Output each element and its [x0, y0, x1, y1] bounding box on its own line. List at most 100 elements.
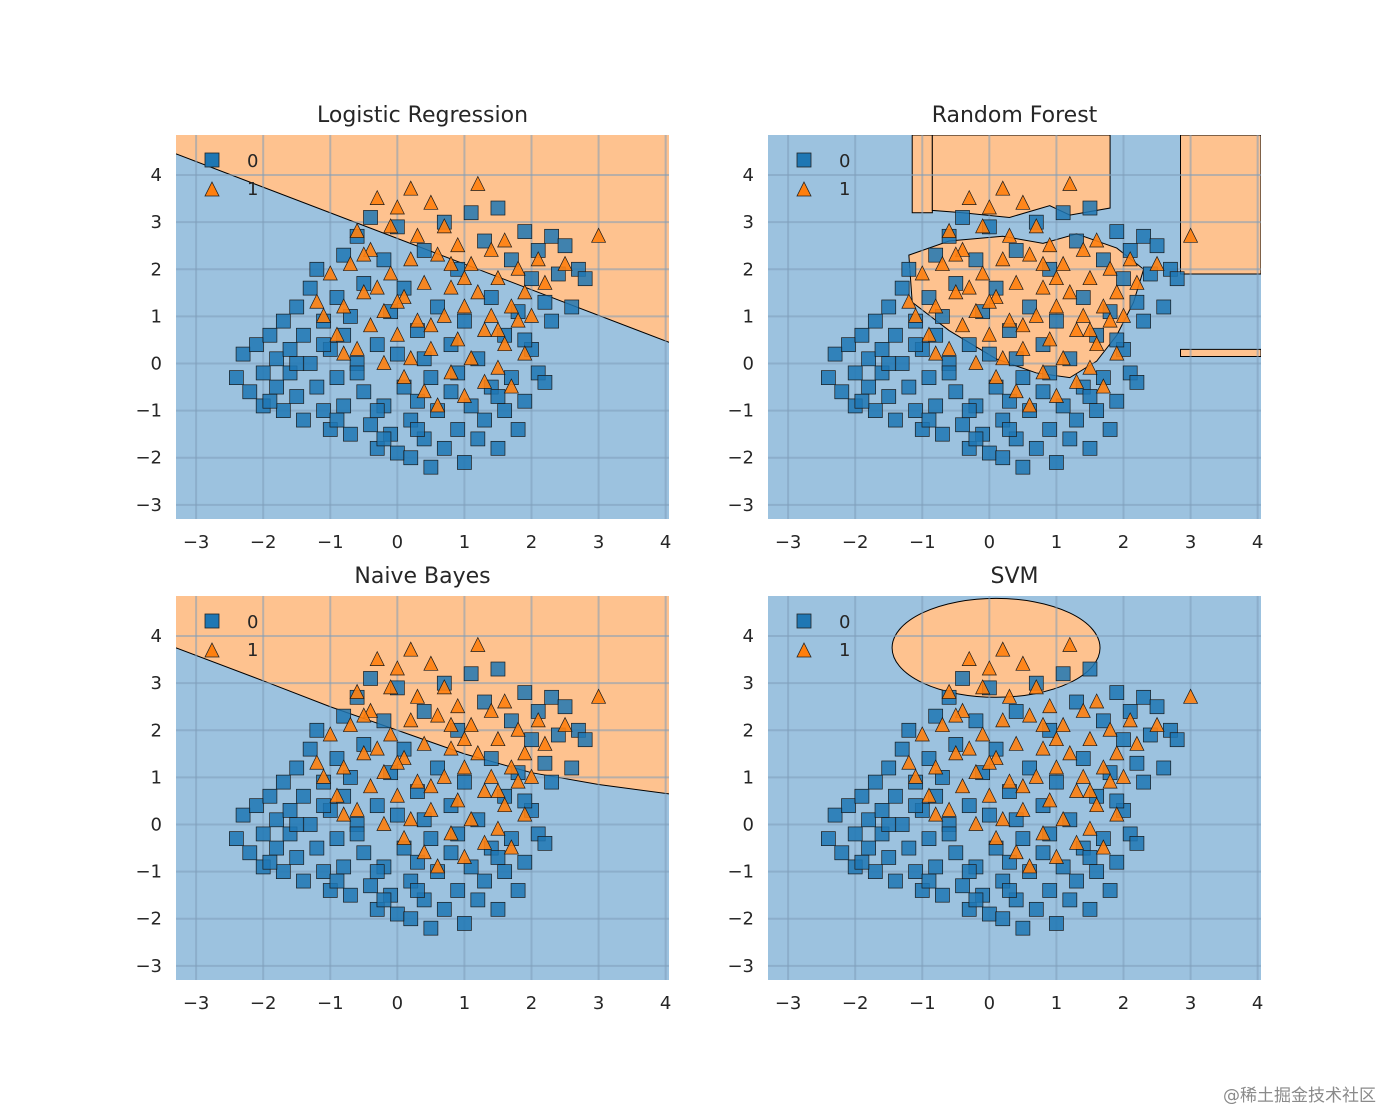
- class-1-point: [503, 839, 519, 855]
- class-0-point: [968, 713, 984, 729]
- class-1-point: [456, 269, 472, 286]
- class-1-point: [470, 175, 486, 191]
- class-0-point: [249, 798, 264, 814]
- class-1-point: [1089, 335, 1105, 352]
- class-1-point: [336, 345, 352, 361]
- class-1-point: [1082, 782, 1098, 798]
- x-tick-label: 2: [526, 993, 537, 1014]
- class-0-point: [1015, 831, 1031, 847]
- class-1-point: [470, 284, 486, 300]
- class-0-point: [477, 873, 492, 889]
- class-0-point: [289, 817, 305, 832]
- class-1-point: [995, 811, 1011, 827]
- y-tick-label: 4: [743, 626, 754, 647]
- legend: 0 1: [796, 151, 850, 200]
- subplot-title: Random Forest: [932, 103, 1098, 128]
- class-0-point: [450, 883, 466, 898]
- class-0-point: [1096, 252, 1111, 268]
- class-0-point: [1015, 459, 1031, 475]
- class-1-point: [1068, 834, 1085, 850]
- class-1-point: [396, 829, 412, 846]
- class-0-point: [1149, 238, 1165, 254]
- y-tick-label: 3: [151, 212, 162, 233]
- legend-marker-class-1: [796, 642, 812, 658]
- class-1-point: [1149, 255, 1165, 271]
- class-0-point: [376, 892, 392, 908]
- class-0-point: [995, 450, 1011, 466]
- y-tick-label: −3: [727, 956, 754, 977]
- class-1-point: [995, 251, 1011, 267]
- class-0-point: [316, 864, 331, 879]
- class-0-point: [497, 864, 513, 879]
- class-0-point: [841, 337, 856, 353]
- legend-label-class-1: 1: [839, 179, 850, 200]
- class-0-point: [1035, 845, 1051, 861]
- class-1-point: [383, 726, 399, 742]
- class-1-point: [336, 806, 352, 822]
- y-tick-label: 2: [743, 720, 754, 741]
- legend: 0 1: [204, 612, 258, 661]
- class-1-point: [1028, 307, 1044, 323]
- class-1-point: [483, 241, 499, 257]
- y-tick-label: −3: [727, 495, 754, 516]
- class-0-point: [861, 812, 876, 828]
- class-1-point: [409, 227, 426, 243]
- class-0-point: [443, 845, 459, 861]
- class-0-point: [1008, 704, 1024, 719]
- class-0-point: [329, 370, 345, 386]
- class-0-point: [302, 356, 318, 371]
- class-0-point: [921, 873, 937, 889]
- class-1-point: [961, 740, 977, 756]
- class-1-point: [1015, 340, 1031, 356]
- class-0-point: [861, 351, 876, 367]
- class-0-point: [1042, 422, 1058, 437]
- class-1-point: [476, 782, 493, 798]
- class-1-point: [981, 293, 997, 309]
- legend-label-class-0: 0: [839, 612, 850, 633]
- class-1-point: [1183, 227, 1199, 243]
- x-tick-label: −2: [842, 993, 869, 1014]
- class-1-point: [315, 768, 332, 784]
- y-tick-label: −1: [135, 862, 162, 883]
- class-0-point: [389, 445, 405, 461]
- class-1-point: [450, 792, 466, 808]
- class-1-point: [315, 307, 332, 323]
- class-0-point: [517, 224, 533, 239]
- class-0-point: [329, 412, 345, 428]
- class-0-point: [483, 751, 499, 766]
- class-0-point: [1069, 412, 1084, 428]
- subplot-title: Logistic Regression: [317, 103, 528, 128]
- class-1-point: [975, 726, 991, 742]
- class-0-point: [389, 906, 405, 922]
- class-0-point: [1069, 873, 1084, 889]
- class-0-point: [847, 826, 863, 842]
- x-tick-label: −1: [317, 993, 344, 1014]
- class-1-point: [975, 679, 991, 695]
- class-1-point: [981, 660, 997, 676]
- class-1-point: [423, 801, 439, 817]
- x-tick-label: −2: [250, 532, 277, 553]
- class-1-point: [1028, 768, 1044, 784]
- class-1-point: [349, 340, 365, 356]
- class-1-point: [1129, 735, 1145, 751]
- class-0-point: [249, 337, 264, 353]
- class-0-point: [901, 840, 917, 856]
- x-tick-label: 4: [660, 993, 671, 1014]
- x-tick-label: −3: [775, 532, 802, 553]
- class-0-point: [363, 671, 378, 686]
- x-tick-label: −2: [250, 993, 277, 1014]
- class-1-point: [443, 740, 459, 756]
- class-0-point: [881, 760, 897, 776]
- x-tick-label: 1: [459, 532, 470, 553]
- class-0-point: [524, 271, 539, 287]
- class-1-point: [416, 844, 432, 860]
- legend: 0 1: [204, 151, 258, 200]
- class-1-point: [309, 754, 325, 770]
- class-0-point: [309, 722, 325, 738]
- x-tick-label: 2: [1118, 993, 1129, 1014]
- class-0-point: [888, 873, 903, 889]
- class-0-point: [369, 403, 385, 418]
- y-tick-label: −3: [135, 956, 162, 977]
- class-1-point: [376, 354, 392, 370]
- class-1-point: [941, 340, 957, 356]
